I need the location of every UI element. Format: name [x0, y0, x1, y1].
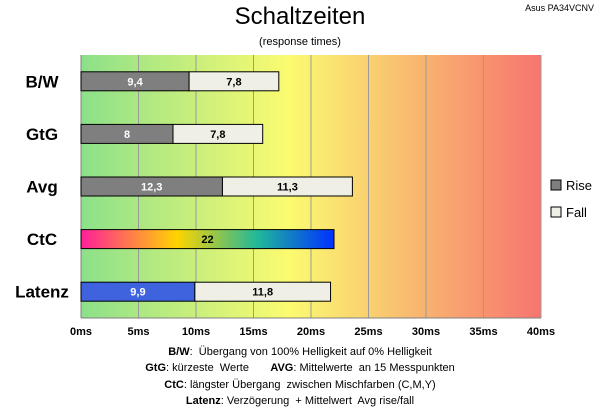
x-tick-label: 5ms: [127, 326, 149, 338]
legend-swatch: [550, 179, 562, 191]
x-tick-label: 0ms: [70, 326, 92, 338]
bar-value-label: 11,8: [252, 287, 273, 299]
bar-ctc: [80, 229, 335, 250]
bar-value-label: 22: [201, 234, 213, 246]
x-tick-label: 10ms: [182, 326, 210, 338]
footnote-latenz: Latenz: Verzögerung + Mittelwert Avg ris…: [185, 394, 415, 407]
monitor-model-label: Asus PA34VCNV: [525, 3, 594, 13]
bar-fall: [172, 123, 264, 144]
legend-label: Fall: [566, 205, 587, 220]
legend-swatch: [550, 206, 562, 218]
x-tick-label: 35ms: [469, 326, 497, 338]
category-label: B/W: [25, 72, 59, 91]
bar-value-label: 12,3: [141, 182, 162, 194]
bar-value-label: 9,4: [127, 76, 143, 88]
x-tick-label: 25ms: [354, 326, 382, 338]
x-tick-label: 40ms: [527, 326, 555, 338]
bar-fall: [221, 176, 353, 197]
footnotes: B/W: Übergang von 100% Helligkeit auf 0%…: [0, 344, 600, 409]
category-label: CtC: [27, 230, 57, 249]
x-tick-label: 30ms: [412, 326, 440, 338]
legend-label: Rise: [566, 178, 592, 193]
bar-fall: [188, 71, 280, 92]
x-tick-label: 15ms: [239, 326, 267, 338]
response-time-chart: 9,4 7,8 8 7,8 12,3 11,3 22 9,9 11,8 B/W GtG Avg CtC…: [15, 55, 592, 338]
bar-value-label: 7,8: [210, 129, 225, 141]
category-label: GtG: [26, 125, 58, 144]
bar-value-label: 8: [124, 129, 130, 141]
bar-value-label: 7,8: [226, 76, 241, 88]
category-label: Latenz: [15, 283, 69, 302]
chart-subtitle: (response times): [259, 36, 341, 48]
x-tick-label: 20ms: [297, 326, 325, 338]
bar-fall: [194, 281, 332, 302]
bar-value-label: 9,9: [130, 287, 145, 299]
footnote-bw: B/W: Übergang von 100% Helligkeit auf 0%…: [168, 346, 432, 358]
category-label: Avg: [26, 178, 58, 197]
footnote-gtg-avg: GtG: kürzeste Werte AVG: Mittelwerte an …: [145, 362, 455, 375]
footnote-ctc: CtC: längster Übergang zwischen Mischfar…: [164, 378, 436, 391]
chart-title: Schaltzeiten: [234, 3, 366, 30]
bar-value-label: 11,3: [277, 182, 298, 194]
